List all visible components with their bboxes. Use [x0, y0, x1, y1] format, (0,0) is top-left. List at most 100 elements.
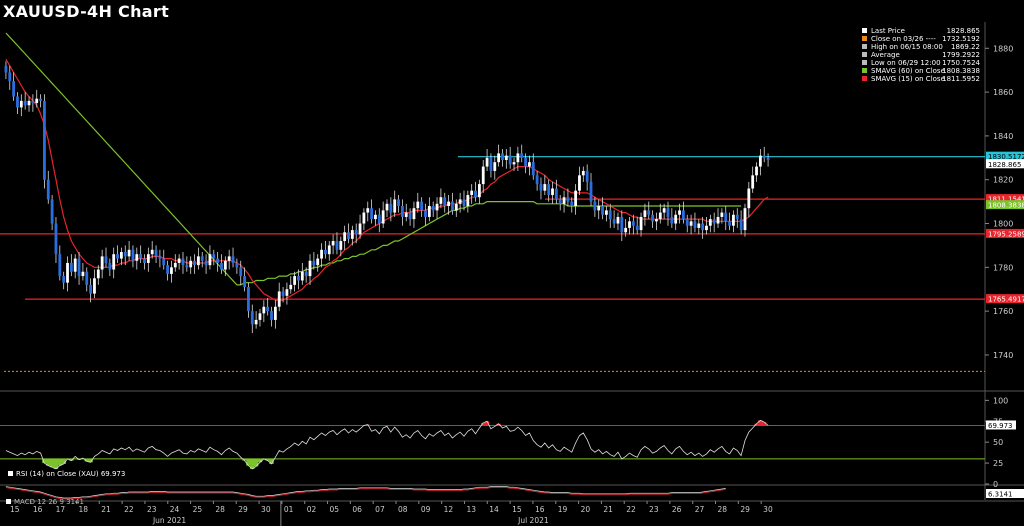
candle-body [35, 98, 39, 104]
candle-body [720, 212, 724, 217]
candle-body [16, 96, 19, 108]
candle-body [501, 153, 504, 160]
candle-body [755, 166, 758, 176]
rsi-tick-label: 0 [993, 480, 998, 489]
candle-body [497, 153, 501, 163]
candle-body [112, 254, 116, 270]
candle-body [751, 175, 755, 189]
candle-body [462, 199, 466, 206]
time-tick-label: 24 [170, 505, 180, 514]
candle-body [85, 271, 89, 285]
candle-body [220, 262, 223, 270]
candle-body [46, 179, 50, 200]
candle-body [724, 212, 728, 222]
candle-body [474, 190, 477, 198]
candle-body [420, 201, 424, 211]
candle-body [308, 260, 312, 277]
legend-swatch [862, 44, 867, 49]
candle-body [139, 254, 143, 259]
time-tick-label: 09 [421, 505, 431, 514]
macd-last-tag-bg [986, 489, 1024, 498]
macd-line [5, 486, 726, 499]
candle-body [96, 269, 100, 279]
time-tick-label: 16 [33, 505, 43, 514]
time-tick-label: 28 [718, 505, 728, 514]
macd-panel: 6.3141 [5, 486, 1024, 500]
time-tick-label: 13 [466, 505, 476, 514]
candle-body [173, 262, 177, 268]
candle-body [678, 210, 681, 215]
candles [4, 61, 770, 334]
legend-value: 1828.865 [946, 27, 980, 35]
rsi-oversold-fill [42, 458, 274, 469]
candle-body [439, 197, 443, 204]
candle-body [4, 65, 8, 73]
candle-body [524, 157, 527, 167]
time-tick-label: 30 [261, 505, 271, 514]
candle-body [320, 249, 323, 259]
candle-body [620, 216, 624, 233]
candle-body [235, 262, 239, 268]
sma15-line [5, 58, 769, 301]
candle-body [223, 260, 227, 270]
candle-body [58, 254, 62, 277]
candle-body [73, 258, 77, 272]
time-tick-label: 21 [101, 505, 111, 514]
candle-body [277, 291, 281, 307]
candle-body [135, 254, 139, 261]
candle-body [181, 258, 185, 266]
legend-row: Last Price 1828.865 [862, 27, 980, 35]
candle-body [158, 256, 162, 259]
candle-body [562, 197, 566, 204]
price-tag-label: 1765.4917 [988, 296, 1024, 304]
time-tick-label: 29 [238, 505, 248, 514]
candle-body [339, 241, 343, 250]
time-tick-label: 23 [147, 505, 157, 514]
legend-row: SMAVG (15) on Close 1811.5952 [862, 75, 980, 83]
candle-body [327, 245, 331, 255]
legend-label: Last Price [871, 27, 905, 35]
price-tag-label: 1811.1541 [988, 196, 1024, 204]
legend-row: Low on 06/29 12:00 1750.7524 [862, 59, 980, 67]
candle-body [69, 262, 73, 272]
candle-body [366, 208, 370, 213]
candle-body [758, 155, 762, 167]
candle-body [93, 278, 96, 294]
candle-body [508, 155, 512, 165]
candle-body [431, 206, 435, 211]
rsi-tick-label: 50 [993, 438, 1003, 447]
candle-body [273, 306, 277, 320]
candle-body [239, 267, 243, 277]
candle-body [628, 221, 631, 228]
candle-body [647, 210, 651, 215]
candle-body [512, 162, 516, 165]
candle-body [170, 267, 173, 274]
candle-body [324, 249, 327, 255]
time-tick-label: 22 [626, 505, 636, 514]
candle-body [100, 256, 104, 270]
candle-body [412, 208, 416, 220]
candle-body [304, 271, 308, 277]
price-tag-bg [986, 294, 1024, 304]
price-tag: 1808.3838 [986, 200, 1024, 210]
month-label: Jun 2021 [152, 516, 186, 525]
time-tick-label: 22 [124, 505, 134, 514]
time-tick-label: 28 [215, 505, 225, 514]
time-tick-label: 15 [512, 505, 522, 514]
horizontal-levels [0, 156, 985, 372]
legend-swatch [862, 36, 867, 41]
candle-body [427, 206, 431, 217]
candle-body [485, 157, 489, 167]
candle-body [285, 289, 289, 296]
time-tick-label: 20 [581, 505, 591, 514]
candle-body [408, 212, 412, 220]
legend-row: Close on 03/26 ---- 1732.5192 [862, 35, 980, 43]
price-tick-label: 1840 [993, 132, 1013, 141]
legend-value: 1799.2922 [942, 51, 980, 59]
candle-body [200, 256, 204, 261]
candle-body [362, 212, 366, 224]
time-tick-label: 17 [56, 505, 66, 514]
legend-swatch [862, 68, 867, 73]
candle-body [293, 276, 297, 285]
candle-body [335, 241, 339, 250]
